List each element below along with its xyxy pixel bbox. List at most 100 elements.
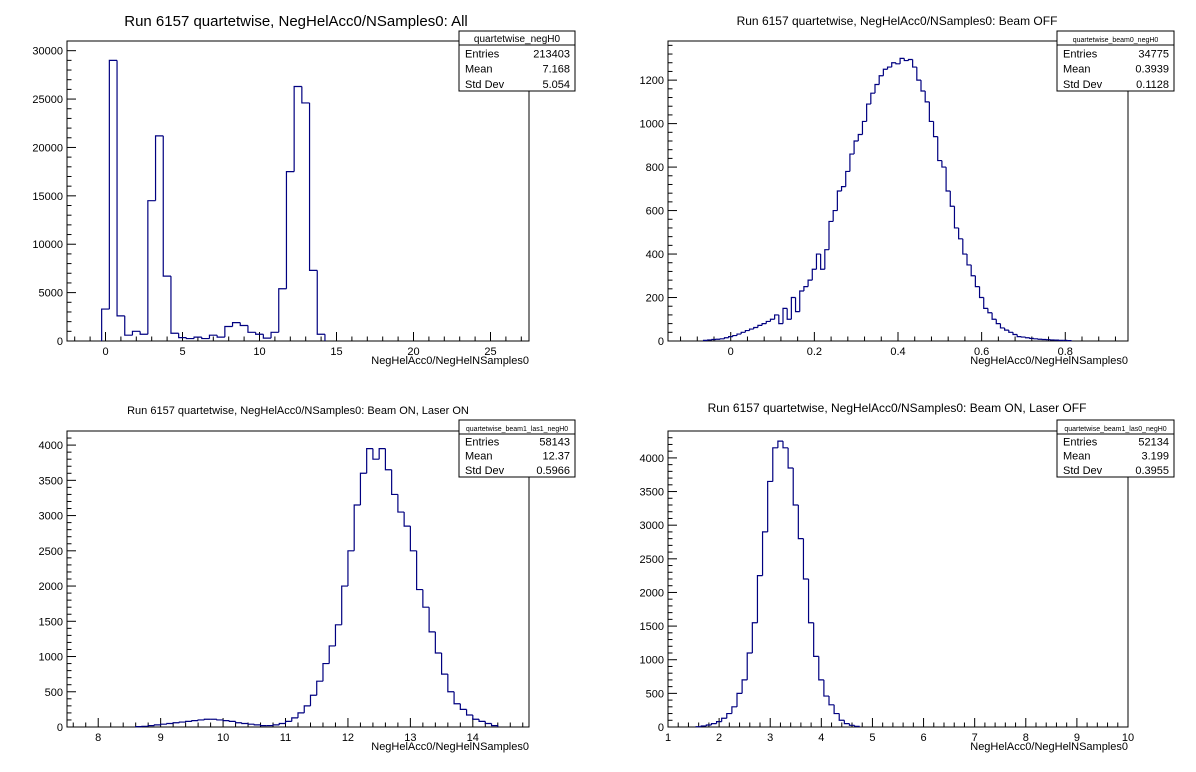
stats-value: 5.054 [542,79,570,91]
histogram-bin [234,721,242,724]
histogram-bin [197,719,205,721]
y-tick-label: 0 [57,336,63,348]
y-tick-label: 500 [45,687,63,699]
histogram-bin [741,679,748,694]
histogram-bin [895,62,901,65]
histogram-bin [1008,330,1013,333]
histogram-bin [347,550,355,587]
x-tick-label: 0.4 [890,346,905,358]
histogram-bin [924,91,930,103]
histogram-bin [726,712,732,719]
histogram-bin [231,322,241,327]
histogram-bin [255,332,264,335]
histogram-bin [185,337,195,340]
histogram-bin [807,579,814,624]
y-tick-label: 10000 [32,239,63,251]
histogram-bin [824,249,829,270]
histogram-bin [731,706,737,714]
y-tick-label: 3000 [640,520,664,532]
stats-value: 58143 [539,436,570,448]
histogram-bin [974,275,980,288]
histogram-bin [870,92,875,105]
y-tick-label: 400 [646,249,664,261]
histogram-bin [316,270,325,335]
histogram-bin [962,238,967,255]
histogram-bin [790,296,796,320]
y-tick-label: 600 [646,206,664,218]
histogram-bin [861,120,867,135]
stats-value: 213403 [533,48,570,60]
y-tick-label: 3500 [640,487,664,499]
histogram-bin [769,318,775,322]
x-tick-label: 10 [253,346,265,358]
chart-title: Run 6157 quartetwise, NegHelAcc0/NSample… [127,405,469,417]
histogram-bin [397,494,405,513]
x-tick-label: 0.8 [1058,346,1073,358]
chart-title: Run 6157 quartetwise, NegHelAcc0/NSample… [737,14,1058,28]
x-tick-label: 9 [1074,732,1080,744]
stats-box: quartetwise_beam1_las0_negH0 Entries 52134… [1056,419,1175,478]
histogram-bin [916,67,921,81]
histogram-bin [308,102,318,271]
histogram-bin [728,336,733,338]
histogram-bin [937,136,942,162]
histogram-bin [262,334,272,339]
histogram-bin [838,713,845,721]
stats-box: quartetwise_negH0 Entries 213403 Mean 7.168 S… [458,30,576,92]
histogram-bin [767,480,773,532]
stats-label: Entries [1063,436,1098,448]
histogram-bin [297,712,305,718]
histogram-bin [131,330,141,336]
histogram-bin [170,276,179,334]
stats-box: quartetwise_beam1_las1_negH0 Entries 58143… [458,419,576,478]
histogram-bin [736,692,743,707]
x-tick-label: 12 [342,732,354,744]
y-tick-label: 2000 [640,587,664,599]
histogram-bins [702,57,1073,342]
histogram-bin [1016,334,1022,338]
histogram-bin [101,308,110,341]
histogram-bin [1012,332,1018,336]
x-tick-label: 9 [158,732,164,744]
stats-value: 0.3955 [1135,465,1169,477]
x-tick-label: 2 [716,732,722,744]
histogram-bin [878,75,884,85]
stats-label: Mean [465,64,493,76]
y-tick-label: 800 [646,162,664,174]
histogram-bin [782,441,789,449]
y-tick-label: 5000 [39,288,63,300]
histogram-bin [284,720,292,724]
x-tick-label: 8 [1023,732,1029,744]
histogram-bin [732,334,737,337]
stats-histogram-name: quartetwise_negH0 [474,34,561,45]
histogram-bin [162,135,171,277]
histogram-bin [172,722,180,724]
histogram-bin [241,722,249,725]
x-tick-label: 8 [95,732,101,744]
x-tick-label: 10 [217,732,229,744]
histogram-bin [178,333,187,339]
histogram-bin [920,80,926,92]
y-tick-label: 4000 [640,453,664,465]
histogram-bin [853,140,859,155]
histogram-bin [478,719,486,722]
histogram-bin [434,631,442,654]
histogram-bin [359,472,367,505]
stats-label: Entries [465,436,500,448]
y-tick-label: 0 [658,336,664,348]
histogram-bin [147,200,156,335]
histogram-bin [787,447,794,469]
y-tick-label: 1500 [39,616,63,628]
histogram-bin [153,724,161,726]
x-tick-label: 6 [920,732,926,744]
histogram-bin [303,705,311,713]
histogram-bin [191,720,199,722]
y-tick-label: 200 [646,293,664,305]
histogram-bin [203,718,211,720]
histogram-bin [247,723,255,725]
x-axis-label: NegHelAcc0/NegHelNSamples0 [371,741,529,753]
histogram-bin [807,279,813,287]
histogram-bin [334,624,342,646]
histogram-bin [1029,337,1034,339]
histogram-bin [193,336,202,339]
